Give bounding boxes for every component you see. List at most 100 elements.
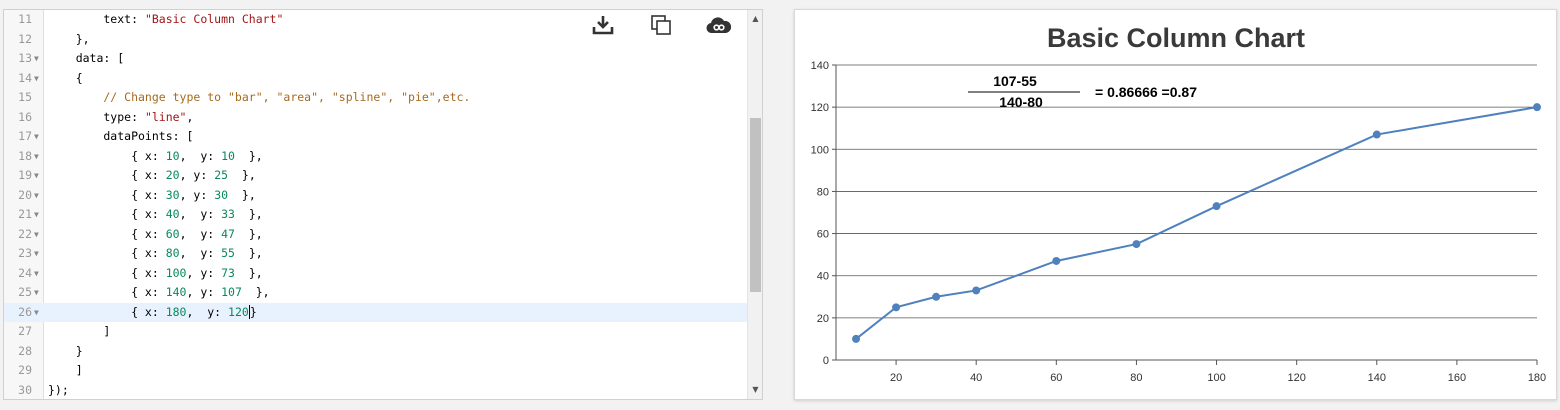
- editor-scrollbar[interactable]: ▲ ▼: [747, 10, 762, 399]
- fold-arrow-icon[interactable]: ▼: [34, 229, 39, 239]
- code-line[interactable]: 11 text: "Basic Column Chart": [4, 10, 748, 30]
- share-cloud-icon[interactable]: [705, 13, 733, 37]
- fold-arrow-icon[interactable]: ▼: [34, 210, 39, 219]
- code-line[interactable]: 19 ▼ { x: 20, y: 25 },: [4, 166, 748, 186]
- data-point[interactable]: [1212, 202, 1221, 211]
- code-text: { x: 30, y: 30 },: [48, 186, 256, 206]
- code-token: text:: [48, 12, 145, 26]
- code-token: });: [48, 382, 69, 397]
- code-text: { x: 180, y: 120}: [48, 303, 257, 323]
- data-point[interactable]: [1372, 130, 1381, 139]
- code-line[interactable]: 28 }: [4, 342, 748, 362]
- fold-arrow-icon[interactable]: ▼: [34, 73, 39, 83]
- code-line[interactable]: 22 ▼ { x: 60, y: 47 },: [4, 225, 748, 245]
- code-text: text: "Basic Column Chart": [48, 10, 283, 30]
- code-text: ]: [48, 361, 83, 381]
- code-line[interactable]: 14 ▼ {: [4, 69, 748, 89]
- code-token: 60: [165, 226, 180, 241]
- annotation-result: = 0.86666 =0.87: [1095, 84, 1197, 100]
- code-token: , y:: [179, 246, 222, 260]
- code-token: 40: [165, 207, 180, 221]
- line-number: 21: [18, 207, 32, 221]
- code-line[interactable]: 24 ▼ { x: 100, y: 73 },: [4, 264, 748, 284]
- code-line[interactable]: 20 ▼ { x: 30, y: 30 },: [4, 186, 748, 206]
- code-line[interactable]: 17 ▼ dataPoints: [: [4, 127, 748, 147]
- code-line[interactable]: 21 ▼ { x: 40, y: 33 },: [4, 205, 748, 225]
- download-icon[interactable]: [589, 13, 617, 37]
- code-line[interactable]: 26 ▼ { x: 180, y: 120}: [4, 302, 748, 323]
- code-token: 47: [221, 226, 235, 241]
- y-tick-label: 120: [811, 102, 829, 114]
- data-point[interactable]: [892, 303, 901, 312]
- code-line[interactable]: 15 // Change type to "bar", "area", "spl…: [4, 88, 748, 108]
- fold-arrow-icon[interactable]: ▼: [34, 171, 39, 180]
- code-line[interactable]: 13 ▼ data: [: [4, 49, 748, 69]
- code-token: 30: [165, 187, 180, 202]
- code-token: 120: [228, 304, 249, 319]
- data-point[interactable]: [972, 286, 981, 295]
- x-tick-label: 160: [1448, 372, 1466, 384]
- line-number: 18: [18, 148, 32, 163]
- code-line[interactable]: 30});: [4, 381, 748, 400]
- code-token: },: [241, 285, 270, 299]
- code-token: { x:: [48, 148, 166, 163]
- fold-arrow-icon[interactable]: ▼: [34, 190, 39, 200]
- code-token: 80: [165, 246, 180, 260]
- x-axis-ticks: 20 40 60 80 100 120 140 160 180: [890, 360, 1546, 384]
- fold-arrow-icon[interactable]: ▼: [34, 307, 39, 317]
- x-tick-label: 180: [1528, 372, 1546, 384]
- chart-panel: Basic Column Chart 0 20 40 60 80 100 120 140 20…: [794, 9, 1557, 400]
- code-token: type:: [48, 109, 145, 124]
- code-line[interactable]: 23 ▼ { x: 80, y: 55 },: [4, 244, 748, 264]
- code-lines[interactable]: 11 text: "Basic Column Chart" 12 }, 13 ▼ da…: [4, 10, 748, 400]
- code-text: ]: [48, 322, 110, 342]
- code-token: , y:: [186, 265, 222, 280]
- code-token: 20: [165, 168, 180, 182]
- code-token: { x:: [48, 304, 166, 319]
- fold-arrow-icon[interactable]: ▼: [34, 288, 39, 297]
- series-group: [852, 103, 1541, 343]
- code-token: , y:: [186, 304, 229, 319]
- scroll-up-arrow-icon[interactable]: ▲: [752, 14, 759, 23]
- code-text: });: [48, 381, 69, 400]
- code-line[interactable]: 25 ▼ { x: 140, y: 107 },: [4, 283, 748, 303]
- y-tick-label: 60: [817, 229, 829, 241]
- code-line[interactable]: 18 ▼ { x: 10, y: 10 },: [4, 147, 748, 167]
- code-text: { x: 10, y: 10 },: [48, 147, 263, 167]
- y-axis-ticks: 0 20 40 60 80 100 120 140: [811, 60, 836, 367]
- fold-arrow-icon[interactable]: ▼: [34, 54, 39, 63]
- scroll-down-arrow-icon[interactable]: ▼: [752, 385, 759, 394]
- code-text: dataPoints: [: [48, 127, 193, 147]
- x-tick-label: 100: [1207, 372, 1225, 384]
- code-line[interactable]: 27 ]: [4, 322, 748, 342]
- line-number: 19: [18, 168, 32, 182]
- code-line[interactable]: 16 type: "line",: [4, 108, 748, 128]
- line-number: 28: [18, 343, 32, 358]
- data-point[interactable]: [1132, 240, 1141, 249]
- code-token: data: [: [48, 51, 125, 65]
- code-line[interactable]: 12 },: [4, 30, 748, 50]
- code-editor[interactable]: 11 text: "Basic Column Chart" 12 }, 13 ▼ da…: [3, 9, 763, 400]
- code-token: 10: [165, 148, 180, 163]
- scrollbar-thumb[interactable]: [750, 118, 761, 292]
- copy-icon[interactable]: [647, 13, 675, 37]
- data-point[interactable]: [932, 292, 941, 301]
- code-token: 100: [165, 265, 187, 280]
- fold-arrow-icon[interactable]: ▼: [34, 249, 39, 258]
- annotation: 107-55 140-80 = 0.86666 =0.87: [968, 73, 1197, 110]
- line-number: 15: [18, 90, 32, 104]
- editor-toolbar: [589, 13, 733, 37]
- code-token: }: [249, 304, 257, 319]
- code-text: { x: 80, y: 55 },: [48, 244, 263, 264]
- fold-arrow-icon[interactable]: ▼: [34, 151, 39, 161]
- line-number: 26: [18, 304, 32, 319]
- fold-arrow-icon[interactable]: ▼: [34, 132, 39, 141]
- data-point[interactable]: [852, 334, 861, 343]
- code-line[interactable]: 29 ]: [4, 361, 748, 381]
- data-point[interactable]: [1052, 256, 1061, 265]
- line-chart: Basic Column Chart 0 20 40 60 80 100 120 140 20…: [811, 23, 1547, 384]
- line-number: 23: [18, 246, 32, 260]
- data-point[interactable]: [1533, 103, 1541, 112]
- line-number: 16: [18, 109, 32, 124]
- fold-arrow-icon[interactable]: ▼: [34, 268, 39, 278]
